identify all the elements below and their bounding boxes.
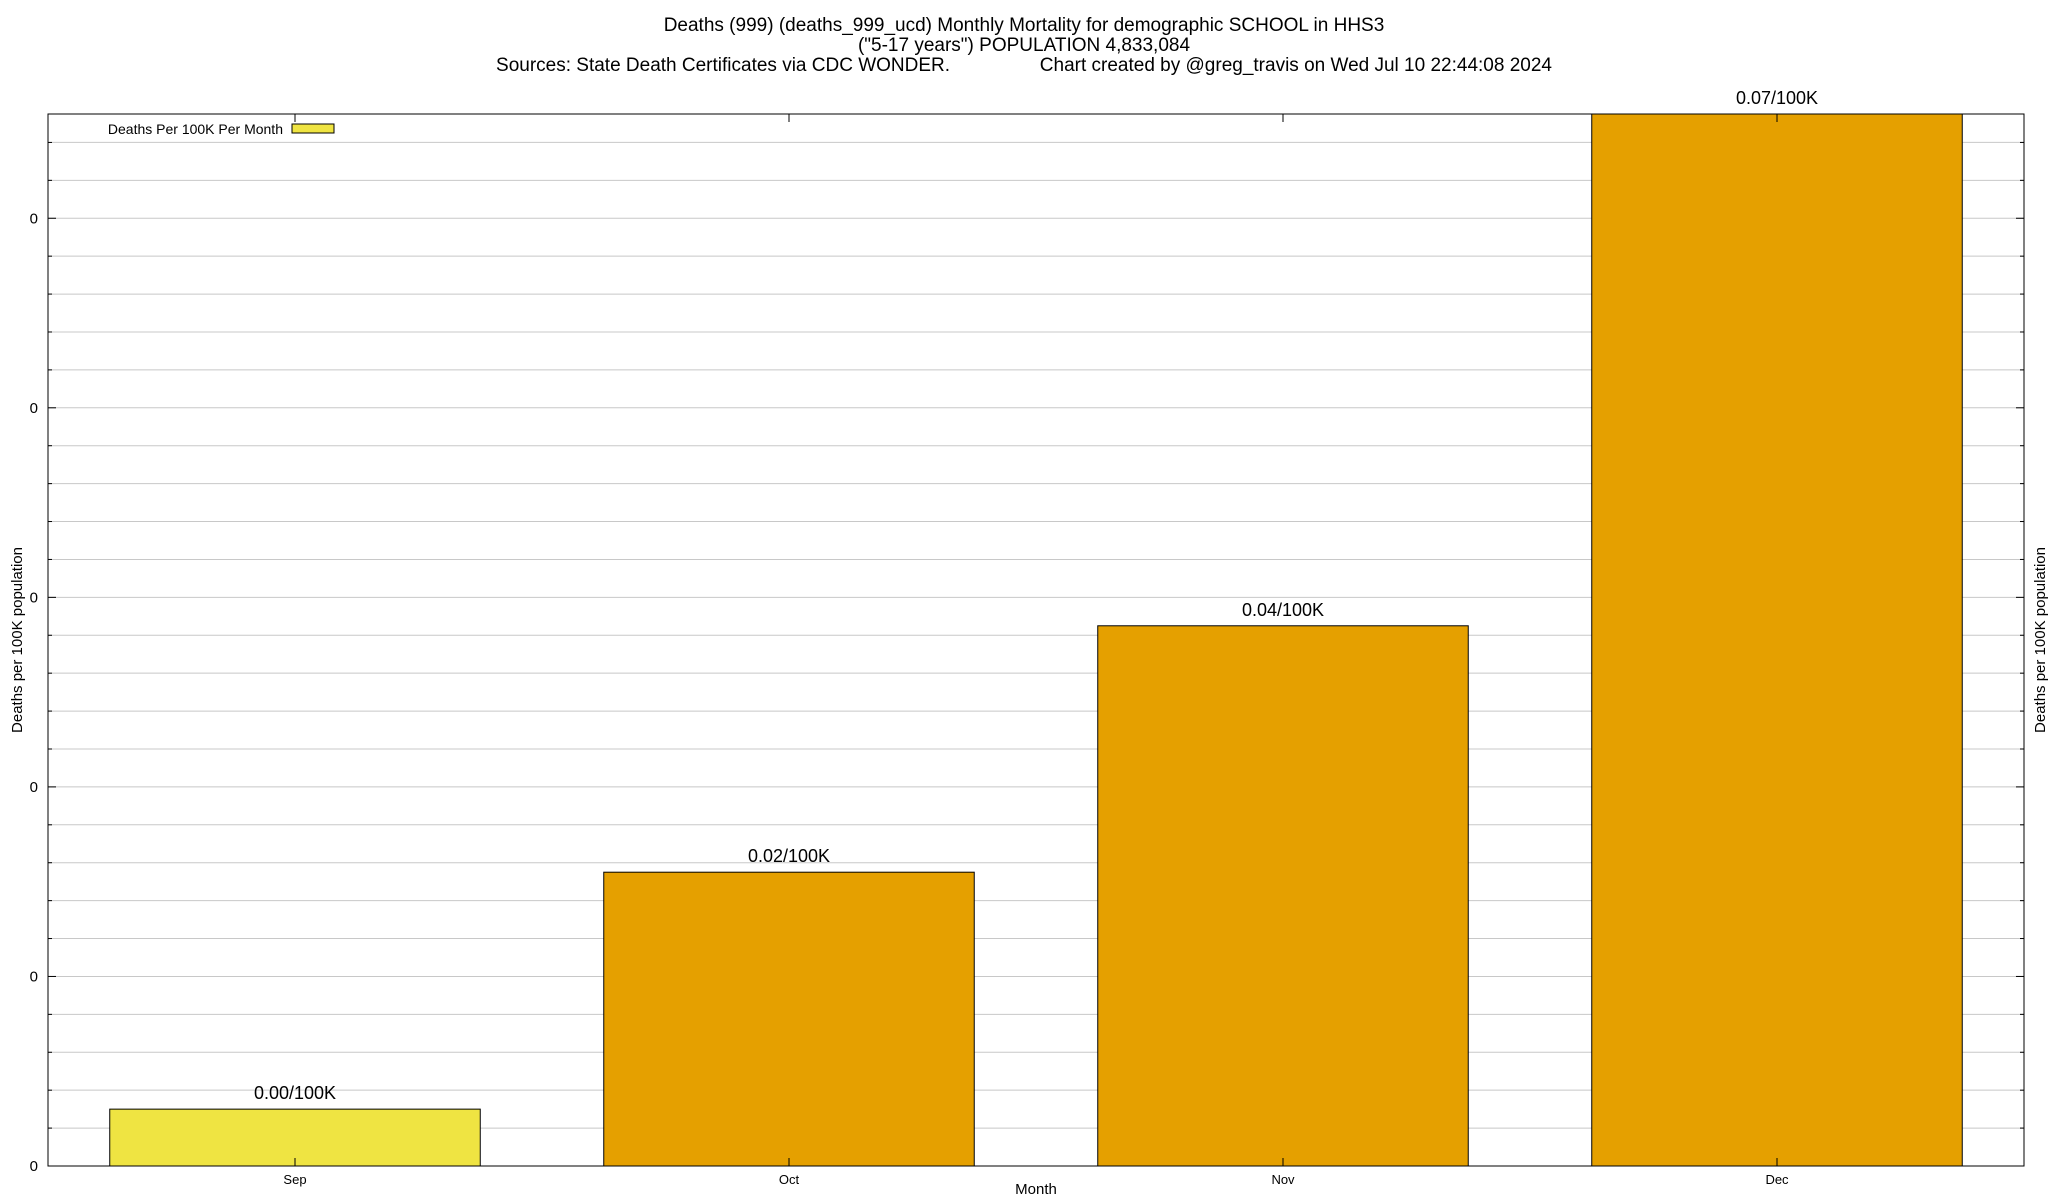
data-label-dec: 0.07/100K: [1736, 88, 1818, 108]
x-tick-label-dec: Dec: [1765, 1172, 1789, 1187]
y-tick-label: 0: [30, 779, 38, 796]
bars: [109, 113, 1963, 1167]
bar-dec: [1591, 113, 1963, 1167]
x-axis-label: Month: [1015, 1181, 1057, 1198]
data-labels: 0.00/100K 0.02/100K 0.04/100K 0.07/100K: [254, 88, 1818, 1103]
y-tick-label: 0: [30, 400, 38, 417]
legend-label: Deaths Per 100K Per Month: [108, 121, 283, 137]
y-tick-label: 0: [30, 1158, 38, 1175]
y-axis-label-right: Deaths per 100K population: [2032, 547, 2048, 733]
y-tick-label: 0: [30, 589, 38, 606]
bar-sep: [109, 1108, 481, 1167]
bar-nov: [1097, 625, 1469, 1167]
x-tick-label-sep: Sep: [283, 1172, 306, 1187]
data-label-oct: 0.02/100K: [748, 846, 830, 866]
y-axis-left: 0 0 0 0 0 0: [30, 141, 2024, 1175]
legend-swatch: [291, 123, 335, 134]
title-line-2: ("5-17 years") POPULATION 4,833,084: [858, 35, 1190, 56]
x-tick-label-oct: Oct: [779, 1172, 800, 1187]
data-label-nov: 0.04/100K: [1242, 600, 1324, 620]
chart-title: Deaths (999) (deaths_999_ucd) Monthly Mo…: [496, 15, 1552, 76]
title-line-3: Sources: State Death Certificates via CD…: [496, 55, 1552, 76]
plot-frame: [47, 113, 2025, 1167]
data-label-sep: 0.00/100K: [254, 1083, 336, 1103]
y-tick-label: 0: [30, 210, 38, 227]
y-axis-label-left: Deaths per 100K population: [9, 547, 26, 733]
bar-oct: [603, 871, 975, 1167]
x-axis: Sep Oct Nov Dec: [283, 114, 1789, 1187]
y-tick-label: 0: [30, 968, 38, 985]
title-line-1: Deaths (999) (deaths_999_ucd) Monthly Mo…: [664, 15, 1385, 36]
legend: Deaths Per 100K Per Month: [108, 121, 335, 137]
x-tick-label-nov: Nov: [1271, 1172, 1295, 1187]
